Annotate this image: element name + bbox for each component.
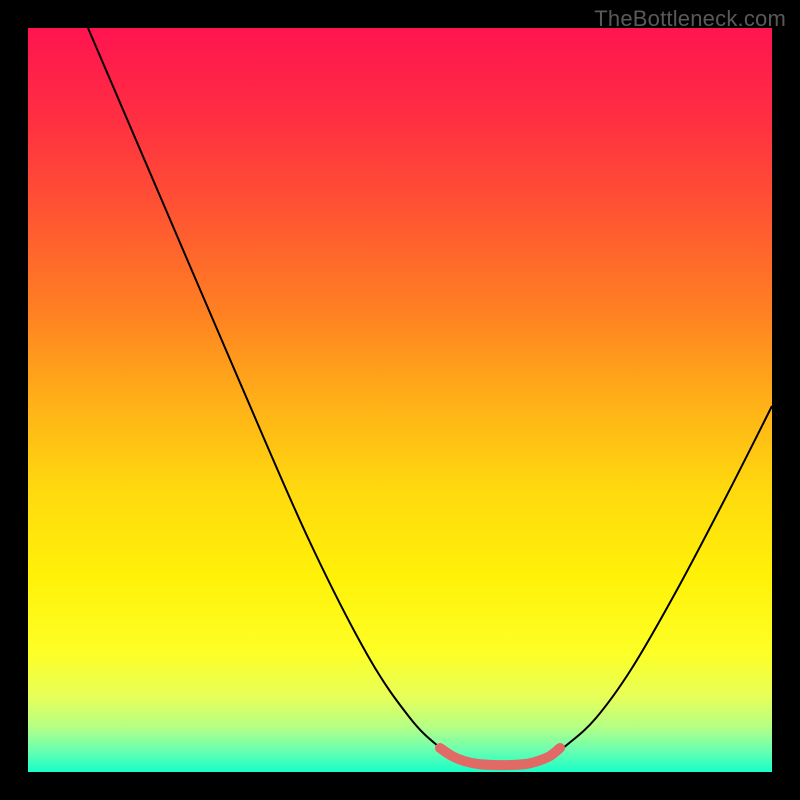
red-highlight-segment bbox=[440, 748, 560, 765]
chart-frame: TheBottleneck.com bbox=[0, 0, 800, 800]
black-curve bbox=[88, 28, 772, 764]
plot-area bbox=[28, 28, 772, 772]
curve-layer bbox=[28, 28, 772, 772]
